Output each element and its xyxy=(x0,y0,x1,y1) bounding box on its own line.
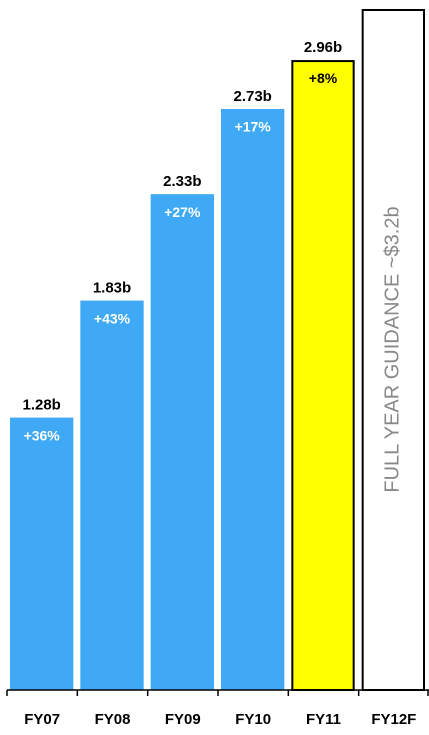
value-label: 2.33b xyxy=(163,173,201,190)
bar xyxy=(291,60,355,691)
growth-label: +17% xyxy=(235,119,272,135)
growth-label: +27% xyxy=(164,204,201,220)
x-tick-label: FY08 xyxy=(95,711,131,728)
bar xyxy=(80,300,144,690)
value-label: 2.73b xyxy=(233,88,271,105)
value-label: 1.83b xyxy=(93,280,131,297)
x-tick-label: FY11 xyxy=(306,711,341,728)
x-tick-label: FY09 xyxy=(165,711,201,728)
bar xyxy=(221,109,285,691)
guidance-label: FULL YEAR GUIDANCE ~$3.2b xyxy=(382,206,404,492)
x-tick-label: FY12F xyxy=(371,711,416,728)
growth-label: +43% xyxy=(94,310,131,326)
bar xyxy=(361,9,425,691)
x-tick-label: FY07 xyxy=(24,711,60,728)
x-tick-label: FY10 xyxy=(235,711,271,728)
growth-label: +36% xyxy=(24,427,61,443)
bar xyxy=(10,417,74,690)
value-label: 2.96b xyxy=(304,39,342,56)
growth-label: +8% xyxy=(309,70,338,86)
bar xyxy=(150,194,214,690)
value-label: 1.28b xyxy=(22,397,60,414)
